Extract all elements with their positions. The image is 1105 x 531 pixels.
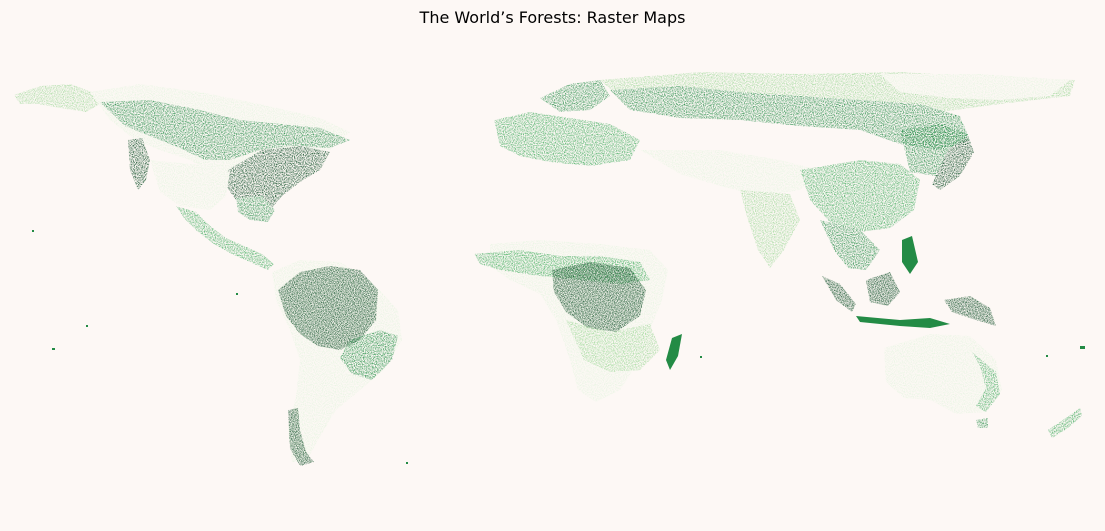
java-islands-forest xyxy=(856,316,950,328)
japan-forest xyxy=(932,136,974,190)
alaska-forest xyxy=(14,84,100,112)
new-zealand-forest xyxy=(1048,408,1082,438)
island-speck xyxy=(1080,346,1085,349)
pacific-northwest-forest xyxy=(128,138,150,190)
island-speck xyxy=(700,356,702,358)
island-speck xyxy=(406,462,408,464)
madagascar-forest xyxy=(666,334,682,370)
region-south-america xyxy=(272,260,402,466)
congo-basin-forest xyxy=(552,262,646,332)
island-speck xyxy=(86,325,88,327)
island-speck xyxy=(1046,355,1048,357)
borneo-forest xyxy=(866,272,900,306)
philippines-forest xyxy=(902,236,918,274)
miombo-woodland xyxy=(566,320,660,372)
europe-forest xyxy=(494,112,640,166)
region-southeast-asia xyxy=(822,236,996,328)
atlantic-forest xyxy=(340,330,398,380)
andes-chile-forest xyxy=(288,408,314,466)
indochina-forest xyxy=(820,220,880,270)
scandinavia-forest xyxy=(540,80,610,112)
southeast-us-forest xyxy=(236,196,275,222)
map-title: The World’s Forests: Raster Maps xyxy=(419,8,686,27)
scattered-islands xyxy=(32,230,1085,464)
australia-sparse xyxy=(884,334,1002,414)
australia-east-forest xyxy=(972,352,1000,412)
island-speck xyxy=(52,348,55,350)
region-north-america xyxy=(14,84,350,270)
canada-boreal-dense xyxy=(100,100,350,160)
new-guinea-forest xyxy=(944,296,996,326)
siberia-east-sparse xyxy=(880,74,1070,100)
russia-taiga-dense xyxy=(610,86,970,150)
amazon-rainforest xyxy=(278,266,378,350)
region-africa xyxy=(474,240,682,402)
mexico-forest xyxy=(176,206,274,270)
region-eurasia-north xyxy=(494,72,1075,166)
island-speck xyxy=(236,293,238,295)
india-forest xyxy=(740,190,800,268)
sumatra-forest xyxy=(822,276,856,312)
china-forest xyxy=(800,160,920,232)
great-plains-sparse xyxy=(150,160,230,210)
region-asia xyxy=(640,124,974,270)
central-asia-sparse xyxy=(640,150,820,196)
region-oceania xyxy=(884,334,1082,438)
island-speck xyxy=(32,230,34,232)
tasmania-forest xyxy=(976,418,988,428)
